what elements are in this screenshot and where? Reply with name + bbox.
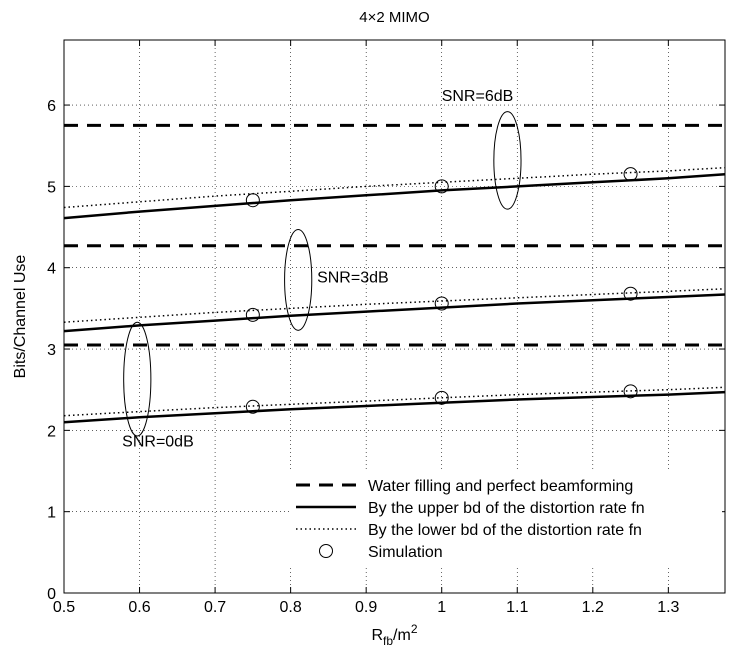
- plot-frame: [63, 39, 726, 594]
- plot-series: [63, 123, 726, 424]
- x-tick-label: 1.1: [506, 599, 528, 616]
- x-tick-label: 0.5: [53, 599, 75, 616]
- annotation-ellipse: [493, 111, 522, 210]
- legend-entry-dashed: Water filling and perfect beamforming: [296, 478, 633, 495]
- x-axis-label-main: R: [371, 627, 383, 644]
- chart-title: 4×2 MIMO: [359, 9, 429, 26]
- series-dotted-snr-0db: [63, 386, 726, 417]
- series-circle-snr-6db: [245, 167, 638, 208]
- x-axis-label-superscript: 2: [411, 622, 418, 636]
- x-axis-label: Rfb/m2: [371, 622, 417, 648]
- legend-label: Simulation: [368, 544, 443, 561]
- legend: Water filling and perfect beamforming By …: [290, 470, 722, 568]
- series-circle-snr-0db: [245, 384, 638, 414]
- y-tick-label: 3: [47, 342, 56, 359]
- legend-entry-dotted: By the lower bd of the distortion rate f…: [296, 522, 642, 539]
- simulation-point: [245, 399, 260, 414]
- y-tick-label: 6: [47, 98, 56, 115]
- y-tick-label: 1: [47, 505, 56, 522]
- series-line: [63, 288, 726, 323]
- x-tick-label: 0.8: [280, 599, 302, 616]
- annotation-label: SNR=3dB: [317, 269, 389, 286]
- legend-entry-circle: Simulation: [319, 544, 443, 561]
- series-line: [63, 386, 726, 417]
- series-line: [63, 390, 726, 424]
- axis-ticks: 0.5 0.6 0.7 0.8 0.9 1 1.1 1.2 1.3 0 1 2 3 4 5 6: [47, 40, 725, 616]
- series-dotted-snr-3db: [63, 288, 726, 323]
- simulation-point: [623, 167, 638, 182]
- annotation-ellipse: [123, 321, 152, 437]
- series-dotted-snr-6db: [63, 166, 726, 209]
- legend-label: Water filling and perfect beamforming: [368, 478, 633, 495]
- legend-label: By the upper bd of the distortion rate f…: [368, 500, 645, 517]
- simulation-point: [434, 390, 449, 405]
- simulation-point: [245, 307, 260, 322]
- x-axis-label-subscript: fb: [383, 634, 393, 648]
- x-tick-label: 0.9: [355, 599, 377, 616]
- series-solid-snr-0db: [63, 390, 726, 424]
- annotation-ellipse: [284, 228, 313, 331]
- x-tick-label: 1.2: [582, 599, 604, 616]
- y-tick-label: 5: [47, 179, 56, 196]
- x-tick-label: 1.3: [657, 599, 679, 616]
- y-axis-label: Bits/Channel Use: [12, 255, 29, 379]
- series-line: [63, 293, 726, 333]
- legend-background: [290, 470, 722, 568]
- y-tick-label: 2: [47, 423, 56, 440]
- legend-label: By the lower bd of the distortion rate f…: [368, 522, 642, 539]
- legend-marker-circle: [319, 544, 333, 558]
- x-axis-label-tail: /m: [393, 627, 411, 644]
- simulation-point: [245, 193, 260, 208]
- legend-entry-solid: By the upper bd of the distortion rate f…: [296, 500, 645, 517]
- snr-annotations: SNR=6dB SNR=3dB SNR=0dB: [122, 88, 522, 451]
- simulation-point: [623, 286, 638, 301]
- simulation-point: [434, 179, 449, 194]
- simulation-point: [434, 296, 449, 311]
- annotation-label: SNR=0dB: [122, 434, 194, 451]
- series-solid-snr-3db: [63, 293, 726, 333]
- x-tick-label: 0.7: [204, 599, 226, 616]
- simulation-point: [623, 384, 638, 399]
- y-tick-label: 0: [47, 586, 56, 603]
- series-circle-snr-3db: [245, 286, 638, 322]
- series-line: [63, 166, 726, 209]
- y-tick-label: 4: [47, 261, 56, 278]
- x-tick-label: 1: [437, 599, 446, 616]
- x-tick-label: 0.6: [128, 599, 150, 616]
- annotation-label: SNR=6dB: [442, 88, 514, 105]
